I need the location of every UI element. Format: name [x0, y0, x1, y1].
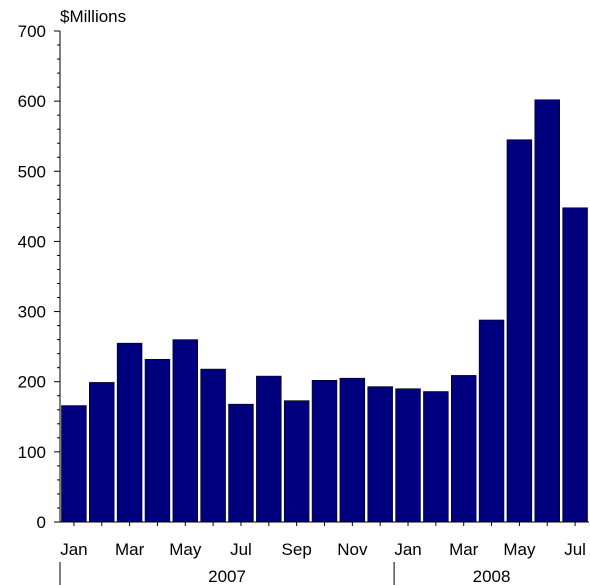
y-tick-label: 0 [37, 513, 46, 532]
y-axis-ticks: 0 100 200 300 400 500 600 700 [18, 22, 60, 532]
x-axis-ticks: Jan Mar May Jul Sep Nov Jan Mar May Jul [60, 522, 586, 559]
bar-4 [172, 339, 199, 523]
bar-11 [367, 386, 393, 523]
y-tick-label: 700 [18, 22, 46, 41]
y-tick-label: 100 [18, 443, 46, 462]
bar-7 [256, 375, 282, 523]
x-tick-label: Jul [564, 540, 586, 559]
y-tick-label: 200 [18, 373, 46, 392]
y-tick-label: 300 [18, 303, 46, 322]
x-tick-label: Jul [230, 540, 252, 559]
bar-10 [339, 377, 366, 523]
x-tick-label: Sep [282, 540, 312, 559]
bar-5 [200, 368, 226, 523]
y-tick-label: 400 [18, 232, 46, 251]
x-tick-label: Mar [115, 540, 145, 559]
bar-8 [283, 400, 310, 523]
bar-18 [562, 207, 588, 523]
bar-9 [311, 380, 338, 523]
bar-14 [450, 375, 477, 523]
bars [61, 99, 588, 523]
year-label: 2008 [473, 567, 511, 585]
bar-12 [395, 388, 421, 523]
y-tick-label: 600 [18, 92, 46, 111]
bar-13 [423, 391, 449, 523]
bar-16 [506, 139, 533, 523]
x-tick-label: Mar [449, 540, 479, 559]
year-label: 2007 [208, 567, 246, 585]
bar-2 [116, 342, 143, 523]
bar-1 [89, 382, 115, 523]
x-tick-label: May [169, 540, 202, 559]
x-tick-label: Nov [337, 540, 368, 559]
bar-6 [228, 403, 254, 523]
x-tick-label: May [503, 540, 536, 559]
bar-0 [61, 405, 87, 523]
x-tick-label: Jan [60, 540, 87, 559]
y-tick-label: 500 [18, 162, 46, 181]
bar-15 [478, 319, 505, 523]
bar-3 [144, 358, 171, 523]
x-axis-year-groups: 2007 2008 [59, 562, 511, 585]
y-axis-unit-label: $Millions [60, 7, 126, 26]
x-tick-label: Jan [394, 540, 421, 559]
bar-17 [534, 99, 560, 523]
